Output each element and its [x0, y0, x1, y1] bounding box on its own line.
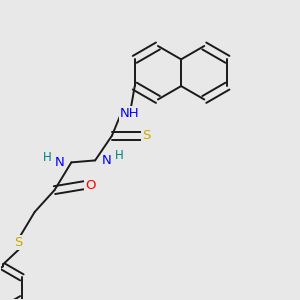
Text: S: S: [14, 236, 22, 249]
Text: O: O: [85, 179, 95, 192]
Text: H: H: [43, 151, 52, 164]
Text: H: H: [115, 149, 123, 162]
Text: N: N: [55, 156, 64, 169]
Text: S: S: [142, 129, 151, 142]
Text: N: N: [102, 154, 112, 167]
Text: NH: NH: [120, 107, 140, 120]
